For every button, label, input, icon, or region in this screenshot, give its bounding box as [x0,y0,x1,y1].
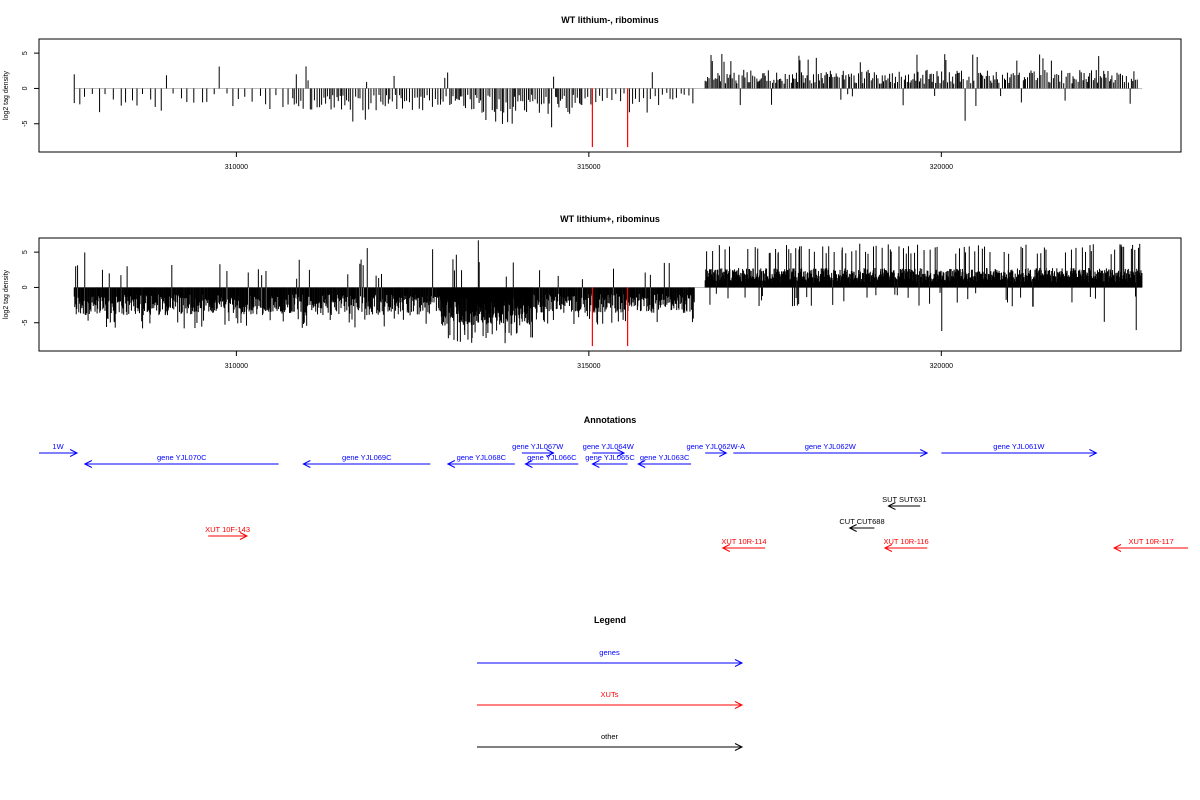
legend-item: genes [477,648,744,667]
feature-arrow-head [919,449,929,457]
track-bars [73,240,1143,347]
y-tick-label: 0 [22,86,29,90]
legend-arrow-head [734,701,744,709]
y-axis: log2 tag density 5 0 -5 [3,250,39,326]
feature-arrow: gene YJL063C [637,453,692,468]
feature-label: CUT CUT688 [839,517,884,526]
feature-arrow-head [69,449,79,457]
feature-label: SUT SUT631 [882,495,926,504]
feature-label: gene YJL065C [585,453,635,462]
legend-arrow-head [734,659,744,667]
feature-arrow: XUT 10F-143 [205,525,250,540]
legend-item: other [477,732,744,751]
y-axis-label: log2 tag density [3,269,10,319]
feature-arrow-head [719,449,728,457]
legend-item: XUTs [477,690,744,709]
feature-arrow: gene YJL067W [512,442,564,457]
x-tick-label: 320000 [930,164,953,171]
track-panel-lithium-plus: WT lithium+, ribominus log2 tag density … [3,214,1182,370]
feature-arrow-head [616,449,626,457]
panel-title: WT lithium+, ribominus [560,214,660,224]
feature-arrow-head [1112,544,1122,552]
legend-label: genes [599,648,620,657]
legend-arrow-head [734,743,744,751]
y-tick-label: -5 [22,121,29,127]
feature-label: XUT 10R-117 [1128,537,1173,546]
y-axis-label: log2 tag density [3,70,10,120]
feature-label: gene YJL066C [527,453,577,462]
annotations-title: Annotations [584,415,637,425]
legend-title: Legend [594,615,626,625]
legend-label: other [601,732,619,741]
legend: Legend genes XUTs other [477,615,744,751]
feature-arrow-head [83,460,93,468]
annotations-panel: Annotations 1W gene YJL070C gene YJL069C ge… [39,415,1189,552]
feature-arrow-head [591,460,600,468]
feature-arrow-head [524,460,533,468]
feature-arrow-head [302,460,311,468]
track-bars [73,53,1143,148]
feature-arrow: gene YJL066C [524,453,579,468]
x-tick-label: 315000 [577,164,600,171]
y-tick-label: -5 [22,320,29,326]
feature-label: gene YJL067W [512,442,564,451]
feature-label: XUT 10R-114 [721,537,766,546]
feature-label: gene YJL064W [583,442,635,451]
x-axis: 310000 315000 320000 [225,351,953,370]
panel-title: WT lithium-, ribominus [561,15,659,25]
y-tick-label: 5 [22,250,29,254]
feature-arrow: gene YJL061W [941,442,1098,457]
feature-arrow: gene YJL064W [583,442,635,457]
feature-label: gene YJL068C [457,453,507,462]
feature-label: gene YJL062W [805,442,857,451]
x-tick-label: 310000 [225,164,248,171]
feature-arrow: gene YJL068C [446,453,515,468]
feature-label: gene YJL063C [640,453,690,462]
feature-arrow-head [887,502,896,510]
feature-arrow: CUT CUT688 [839,517,885,532]
feature-arrow: gene YJL070C [83,453,279,468]
feature-label: gene YJL061W [993,442,1045,451]
feature-arrow: gene YJL065C [585,453,635,468]
y-tick-label: 0 [22,285,29,289]
feature-arrows: 1W gene YJL070C gene YJL069C gene YJL068C ge… [39,442,1189,552]
feature-arrow-head [446,460,456,468]
x-axis: 310000 315000 320000 [225,152,953,171]
feature-arrow-head [1089,449,1098,457]
plot-frame [38,237,1182,352]
y-tick-label: 5 [22,51,29,55]
y-axis: log2 tag density 5 0 -5 [3,51,39,127]
x-tick-label: 315000 [577,363,600,370]
feature-label: XUT 10R-116 [883,537,928,546]
feature-arrow-head [848,524,857,532]
plot-frame [38,38,1182,153]
x-tick-label: 320000 [930,363,953,370]
feature-arrow: 1W [39,442,79,457]
feature-arrow-head [239,532,249,540]
feature-arrow: SUT SUT631 [882,495,927,510]
feature-label: gene YJL062W-A [686,442,745,451]
feature-arrow-head [721,544,731,552]
feature-arrow: gene YJL062W-A [686,442,745,457]
feature-arrow: XUT 10R-116 [883,537,929,552]
feature-arrow-head [883,544,893,552]
feature-arrow: XUT 10R-117 [1112,537,1189,552]
legend-items: genes XUTs other [477,648,744,751]
feature-arrow: XUT 10R-114 [721,537,767,552]
feature-arrow-head [546,449,555,457]
feature-label: 1W [52,442,64,451]
feature-label: gene YJL069C [342,453,392,462]
feature-arrow: gene YJL069C [302,453,431,468]
feature-arrow-head [637,460,646,468]
feature-label: gene YJL070C [157,453,207,462]
feature-arrow: gene YJL062W [733,442,929,457]
legend-label: XUTs [601,690,619,699]
feature-label: XUT 10F-143 [205,525,250,534]
x-tick-label: 310000 [225,363,248,370]
track-panel-lithium-minus: WT lithium-, ribominus log2 tag density … [3,15,1182,171]
